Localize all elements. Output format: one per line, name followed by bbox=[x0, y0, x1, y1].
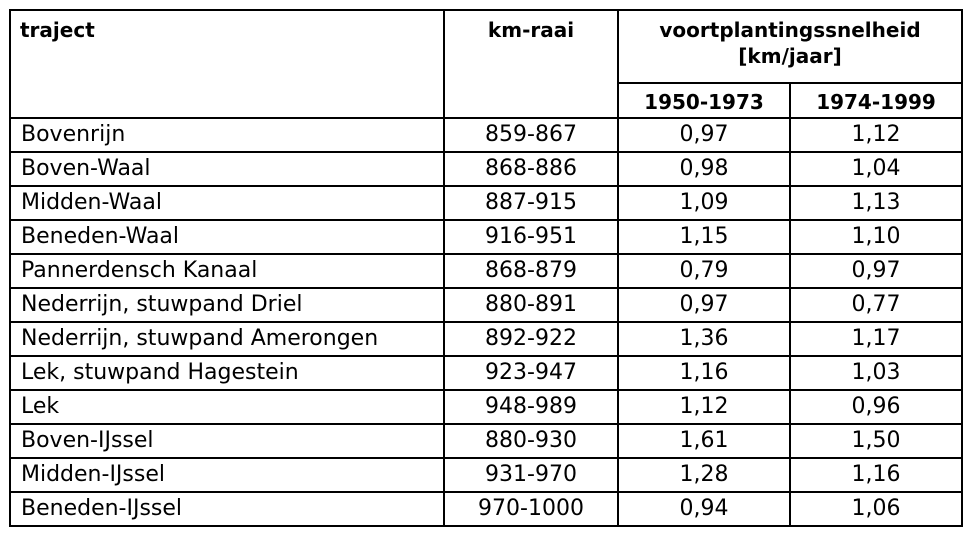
cell-speed-1974-1999: 1,04 bbox=[788, 151, 964, 187]
header-traject: traject bbox=[9, 9, 445, 119]
cell-traject: Midden-IJssel bbox=[9, 457, 445, 493]
header-km-raai: km-raai bbox=[443, 9, 619, 119]
header-period-1974-1999: 1974-1999 bbox=[788, 82, 964, 119]
cell-speed-1950-1973: 1,61 bbox=[617, 423, 791, 459]
cell-km-raai: 868-879 bbox=[443, 253, 619, 289]
cell-speed-1974-1999: 1,17 bbox=[788, 321, 964, 357]
table-row: Midden-Waal 887-915 1,09 1,13 bbox=[9, 185, 964, 221]
cell-speed-1950-1973: 1,09 bbox=[617, 185, 791, 221]
table-row: Beneden-IJssel 970-1000 0,94 1,06 bbox=[9, 491, 964, 527]
cell-speed-1950-1973: 0,79 bbox=[617, 253, 791, 289]
cell-km-raai: 892-922 bbox=[443, 321, 619, 357]
cell-km-raai: 931-970 bbox=[443, 457, 619, 493]
cell-traject: Bovenrijn bbox=[9, 117, 445, 153]
table-row: Boven-IJssel 880-930 1,61 1,50 bbox=[9, 423, 964, 459]
cell-speed-1974-1999: 1,03 bbox=[788, 355, 964, 391]
table-row: Beneden-Waal 916-951 1,15 1,10 bbox=[9, 219, 964, 255]
cell-traject: Nederrijn, stuwpand Amerongen bbox=[9, 321, 445, 357]
cell-speed-1974-1999: 1,13 bbox=[788, 185, 964, 221]
cell-speed-1974-1999: 1,12 bbox=[788, 117, 964, 153]
table-row: Pannerdensch Kanaal 868-879 0,79 0,97 bbox=[9, 253, 964, 289]
table-row: Bovenrijn 859-867 0,97 1,12 bbox=[9, 117, 964, 153]
subheader-row: 1950-1973 1974-1999 bbox=[10, 82, 964, 119]
table-row: Nederrijn, stuwpand Driel 880-891 0,97 0,77 bbox=[9, 287, 964, 323]
header-speed: voortplantingssnelheid [km/jaar] bbox=[616, 9, 964, 84]
cell-km-raai: 948-989 bbox=[443, 389, 619, 425]
table-body: Bovenrijn 859-867 0,97 1,12 Boven-Waal 868-88… bbox=[9, 117, 964, 527]
cell-traject: Lek bbox=[9, 389, 445, 425]
cell-km-raai: 880-891 bbox=[443, 287, 619, 323]
header-speed-unit: [km/jaar] bbox=[738, 44, 842, 68]
table-row: Lek, stuwpand Hagestein 923-947 1,16 1,03 bbox=[9, 355, 964, 391]
cell-speed-1974-1999: 0,97 bbox=[788, 253, 964, 289]
cell-km-raai: 868-886 bbox=[443, 151, 619, 187]
cell-speed-1974-1999: 1,16 bbox=[788, 457, 964, 493]
cell-speed-1974-1999: 1,50 bbox=[788, 423, 964, 459]
header-period-1950-1973: 1950-1973 bbox=[617, 82, 791, 119]
table-row: Midden-IJssel 931-970 1,28 1,16 bbox=[9, 457, 964, 493]
cell-speed-1950-1973: 1,15 bbox=[617, 219, 791, 255]
cell-km-raai: 970-1000 bbox=[443, 491, 619, 527]
cell-km-raai: 887-915 bbox=[443, 185, 619, 221]
table-row: Nederrijn, stuwpand Amerongen 892-922 1,36… bbox=[9, 321, 964, 357]
cell-traject: Pannerdensch Kanaal bbox=[9, 253, 445, 289]
cell-traject: Boven-Waal bbox=[9, 151, 445, 187]
cell-speed-1950-1973: 0,98 bbox=[617, 151, 791, 187]
cell-traject: Beneden-Waal bbox=[9, 219, 445, 255]
cell-km-raai: 923-947 bbox=[443, 355, 619, 391]
cell-traject: Beneden-IJssel bbox=[9, 491, 445, 527]
table-row: Boven-Waal 868-886 0,98 1,04 bbox=[9, 151, 964, 187]
cell-speed-1950-1973: 1,36 bbox=[617, 321, 791, 357]
cell-traject: Nederrijn, stuwpand Driel bbox=[9, 287, 445, 323]
cell-speed-1950-1973: 1,28 bbox=[617, 457, 791, 493]
cell-speed-1950-1973: 1,12 bbox=[617, 389, 791, 425]
cell-speed-1974-1999: 0,96 bbox=[788, 389, 964, 425]
cell-speed-1950-1973: 1,16 bbox=[617, 355, 791, 391]
header-row: traject km-raai voortplantingssnelheid [… bbox=[9, 9, 964, 119]
cell-speed-1974-1999: 1,10 bbox=[788, 219, 964, 255]
cell-traject: Boven-IJssel bbox=[9, 423, 445, 459]
cell-km-raai: 859-867 bbox=[443, 117, 619, 153]
cell-km-raai: 916-951 bbox=[443, 219, 619, 255]
cell-traject: Midden-Waal bbox=[9, 185, 445, 221]
table-row: Lek 948-989 1,12 0,96 bbox=[9, 389, 964, 425]
cell-speed-1950-1973: 0,97 bbox=[617, 117, 791, 153]
propagation-speed-table: traject km-raai voortplantingssnelheid [… bbox=[9, 9, 964, 527]
cell-speed-1950-1973: 0,94 bbox=[617, 491, 791, 527]
cell-traject: Lek, stuwpand Hagestein bbox=[9, 355, 445, 391]
cell-speed-1950-1973: 0,97 bbox=[617, 287, 791, 323]
cell-speed-1974-1999: 0,77 bbox=[788, 287, 964, 323]
cell-speed-1974-1999: 1,06 bbox=[788, 491, 964, 527]
cell-km-raai: 880-930 bbox=[443, 423, 619, 459]
header-speed-label: voortplantingssnelheid bbox=[659, 18, 921, 42]
